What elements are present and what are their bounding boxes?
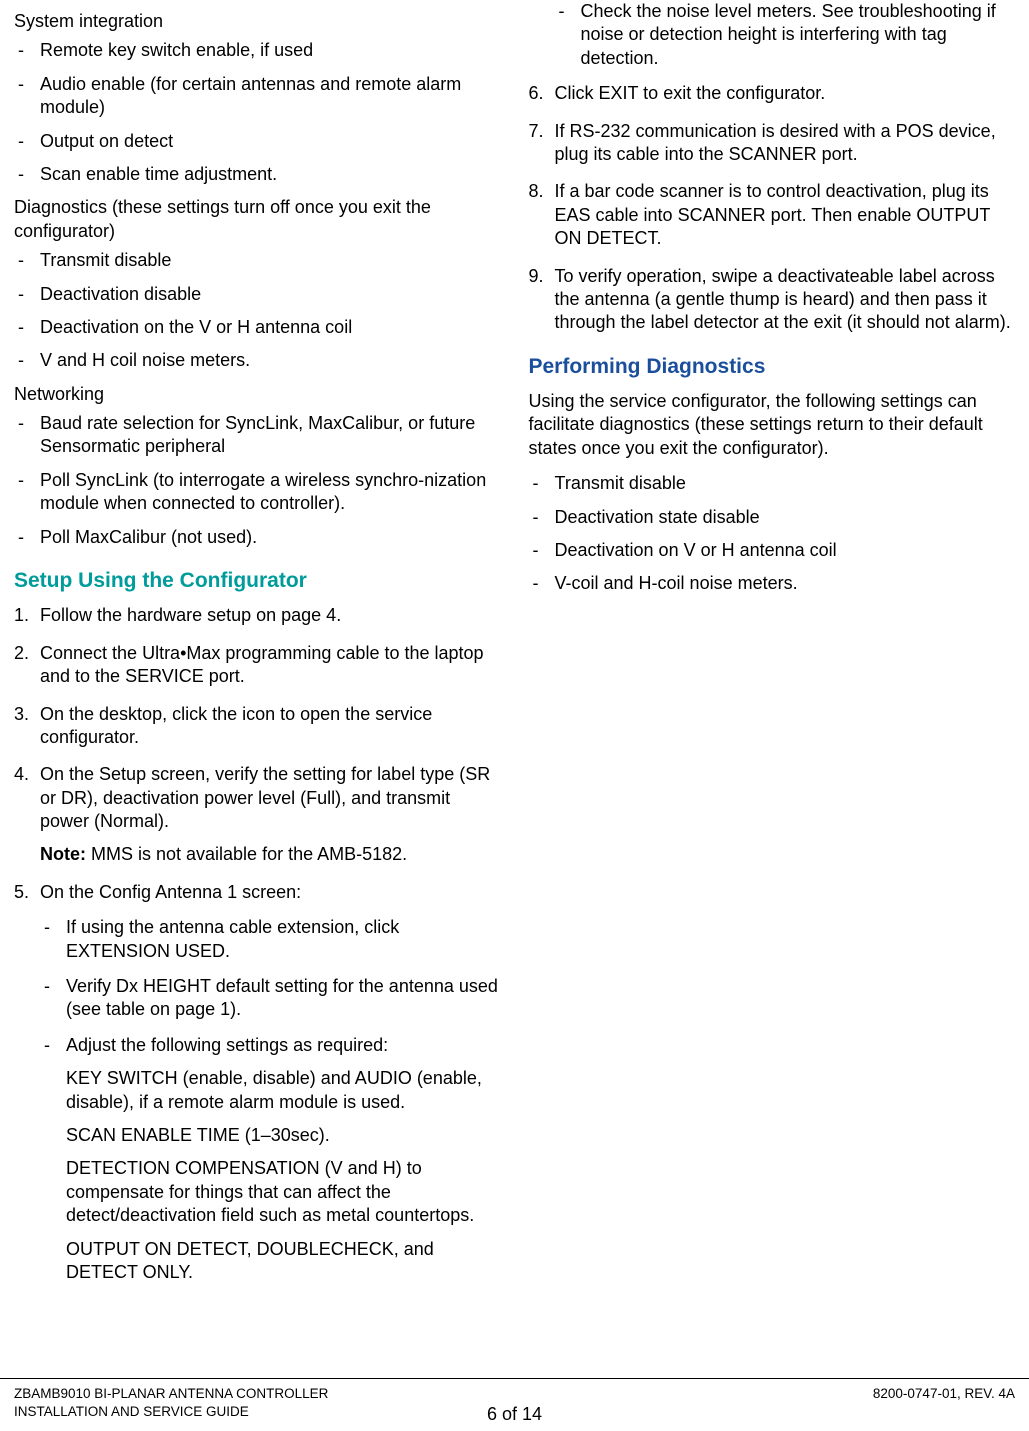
step-number: 9. xyxy=(529,265,544,288)
list-item: Deactivation on the V or H antenna coil xyxy=(14,316,501,339)
right-column: Check the noise level meters. See troubl… xyxy=(529,0,1016,1360)
list-item: Transmit disable xyxy=(14,249,501,272)
step-number: 6. xyxy=(529,82,544,105)
footer-doc-subtitle: INSTALLATION AND SERVICE GUIDE xyxy=(14,1403,328,1421)
networking-label: Networking xyxy=(14,383,501,406)
step-5-continuation: Check the noise level meters. See troubl… xyxy=(529,0,1016,70)
footer-revision: 8200-0747-01, REV. 4A xyxy=(873,1385,1015,1403)
step-2: 2. Connect the Ultra•Max programming cabl… xyxy=(14,642,501,689)
note-label: Note: xyxy=(40,844,86,864)
list-item: V-coil and H-coil noise meters. xyxy=(529,572,1016,595)
list-item: Remote key switch enable, if used xyxy=(14,39,501,62)
note-text: MMS is not available for the AMB-5182. xyxy=(86,844,407,864)
system-integration-list: Remote key switch enable, if used Audio … xyxy=(14,39,501,186)
setup-steps-continued: 6. Click EXIT to exit the configurator. 7… xyxy=(529,82,1016,335)
list-item: KEY SWITCH (enable, disable) and AUDIO (… xyxy=(66,1067,501,1114)
list-item: Deactivation state disable xyxy=(529,506,1016,529)
step-text: Follow the hardware setup on page 4. xyxy=(40,605,341,625)
step-5-sublist: If using the antenna cable extension, cl… xyxy=(40,916,501,1284)
step-number: 5. xyxy=(14,881,29,904)
step-6: 6. Click EXIT to exit the configurator. xyxy=(529,82,1016,105)
list-item: SCAN ENABLE TIME (1–30sec). xyxy=(66,1124,501,1147)
list-item: OUTPUT ON DETECT, DOUBLECHECK, and DETEC… xyxy=(66,1238,501,1285)
step-text: If a bar code scanner is to control deac… xyxy=(555,181,991,248)
list-item: DETECTION COMPENSATION (V and H) to comp… xyxy=(66,1157,501,1227)
sub-text: Adjust the following settings as require… xyxy=(66,1035,388,1055)
list-item: Poll MaxCalibur (not used). xyxy=(14,526,501,549)
diagnostics-items: Transmit disable Deactivation state disa… xyxy=(529,472,1016,596)
list-item: Transmit disable xyxy=(529,472,1016,495)
step-text: On the Setup screen, verify the setting … xyxy=(40,764,490,831)
list-item: If using the antenna cable extension, cl… xyxy=(40,916,501,963)
footer-doc-title: ZBAMB9010 BI-PLANAR ANTENNA CONTROLLER xyxy=(14,1385,328,1403)
setup-heading: Setup Using the Configurator xyxy=(14,567,501,594)
step-text: Click EXIT to exit the configurator. xyxy=(555,83,826,103)
list-item: Scan enable time adjustment. xyxy=(14,163,501,186)
list-item: Poll SyncLink (to interrogate a wireless… xyxy=(14,469,501,516)
footer-left: ZBAMB9010 BI-PLANAR ANTENNA CONTROLLER I… xyxy=(14,1385,328,1421)
step-text: On the desktop, click the icon to open t… xyxy=(40,704,432,747)
list-item: Output on detect xyxy=(14,130,501,153)
page-content: System integration Remote key switch ena… xyxy=(0,0,1029,1360)
step-number: 3. xyxy=(14,703,29,726)
step-text: To verify operation, swipe a deactivatea… xyxy=(555,266,1011,333)
step-number: 8. xyxy=(529,180,544,203)
setup-steps-list: 1. Follow the hardware setup on page 4. 2… xyxy=(14,604,501,1284)
step-1: 1. Follow the hardware setup on page 4. xyxy=(14,604,501,627)
step-number: 4. xyxy=(14,763,29,786)
list-item: Deactivation disable xyxy=(14,283,501,306)
step-number: 1. xyxy=(14,604,29,627)
step-4-note: Note: MMS is not available for the AMB-5… xyxy=(40,843,501,866)
networking-list: Baud rate selection for SyncLink, MaxCal… xyxy=(14,412,501,549)
footer-page-number: 6 of 14 xyxy=(487,1404,542,1425)
step-9: 9. To verify operation, swipe a deactivat… xyxy=(529,265,1016,335)
list-item: Deactivation on V or H antenna coil xyxy=(529,539,1016,562)
list-item: Baud rate selection for SyncLink, MaxCal… xyxy=(14,412,501,459)
diagnostics-list: Transmit disable Deactivation disable De… xyxy=(14,249,501,373)
step-text: On the Config Antenna 1 screen: xyxy=(40,882,301,902)
step-5-settings-list: KEY SWITCH (enable, disable) and AUDIO (… xyxy=(66,1067,501,1284)
diagnostics-heading: Performing Diagnostics xyxy=(529,353,1016,380)
list-item: Check the noise level meters. See troubl… xyxy=(555,0,1016,70)
step-number: 7. xyxy=(529,120,544,143)
step-8: 8. If a bar code scanner is to control de… xyxy=(529,180,1016,250)
list-item: Audio enable (for certain antennas and r… xyxy=(14,73,501,120)
diagnostics-para: Using the service configurator, the foll… xyxy=(529,390,1016,460)
list-item: V and H coil noise meters. xyxy=(14,349,501,372)
diagnostics-label: Diagnostics (these settings turn off onc… xyxy=(14,196,501,243)
step-3: 3. On the desktop, click the icon to open… xyxy=(14,703,501,750)
system-integration-label: System integration xyxy=(14,10,501,33)
step-text: Connect the Ultra•Max programming cable … xyxy=(40,643,484,686)
page-footer: ZBAMB9010 BI-PLANAR ANTENNA CONTROLLER I… xyxy=(0,1378,1029,1431)
step-number: 2. xyxy=(14,642,29,665)
step-7: 7. If RS-232 communication is desired wit… xyxy=(529,120,1016,167)
step-5: 5. On the Config Antenna 1 screen: If usi… xyxy=(14,881,501,1284)
list-item: Verify Dx HEIGHT default setting for the… xyxy=(40,975,501,1022)
list-item: Adjust the following settings as require… xyxy=(40,1034,501,1285)
left-column: System integration Remote key switch ena… xyxy=(14,0,501,1360)
step-4: 4. On the Setup screen, verify the settin… xyxy=(14,763,501,867)
step-text: If RS-232 communication is desired with … xyxy=(555,121,996,164)
